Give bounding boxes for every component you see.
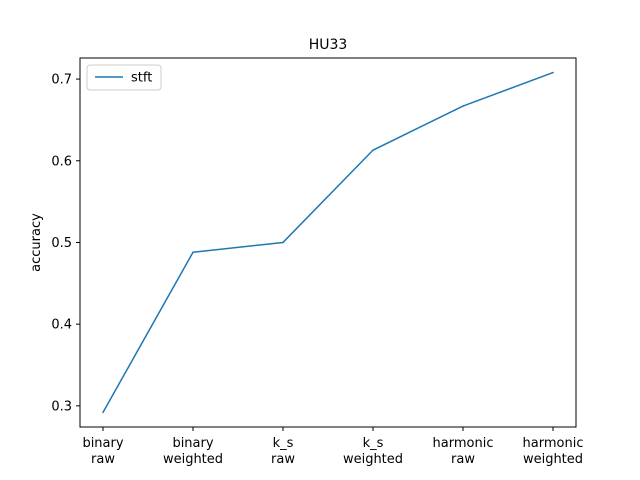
legend: stft	[86, 64, 162, 91]
y-tick-label: 0.6	[51, 154, 72, 169]
x-tick-label-line: raw	[451, 452, 475, 467]
x-tick-label-line: binary	[172, 436, 213, 451]
series-layer	[102, 71, 554, 414]
x-tick-label-line: weighted	[163, 452, 223, 467]
data-point	[102, 411, 104, 414]
y-tick-label: 0.5	[51, 236, 72, 251]
x-tick-label-line: k_s	[273, 436, 294, 451]
y-tick-label: 0.3	[51, 399, 72, 414]
data-point	[552, 71, 554, 74]
y-tick-label: 0.4	[51, 318, 72, 333]
data-point	[192, 251, 194, 254]
y-axis-label: accuracy	[29, 213, 44, 272]
x-tick-label-line: raw	[91, 452, 115, 467]
x-tick-label: k_s raw	[271, 436, 295, 467]
series-line-stft	[102, 71, 554, 413]
x-tick-label: harmonic raw	[433, 436, 494, 467]
data-point	[282, 241, 284, 244]
x-tick-label-line: harmonic	[433, 436, 494, 451]
x-tick-label-line: raw	[271, 452, 295, 467]
chart-title: HU33	[309, 37, 348, 53]
data-point	[372, 149, 374, 151]
data-point	[462, 105, 464, 107]
y-axis: 0.3 0.4 0.5 0.6 0.7	[51, 73, 80, 414]
x-tick-label: binary raw	[82, 436, 123, 467]
legend-box	[86, 64, 162, 91]
x-tick-label-line: harmonic	[523, 436, 584, 451]
plot-area	[79, 57, 577, 428]
x-tick-label: binary weighted	[163, 436, 223, 467]
x-tick-label: harmonic weighted	[523, 436, 584, 467]
x-tick-label-line: weighted	[523, 452, 583, 467]
x-tick-label-line: k_s	[363, 436, 384, 451]
x-tick-label-line: weighted	[343, 452, 403, 467]
legend-label-stft: stft	[131, 71, 152, 86]
y-tick-label: 0.7	[51, 73, 72, 88]
x-tick-label-line: binary	[82, 436, 123, 451]
x-tick-label: k_s weighted	[343, 436, 403, 467]
